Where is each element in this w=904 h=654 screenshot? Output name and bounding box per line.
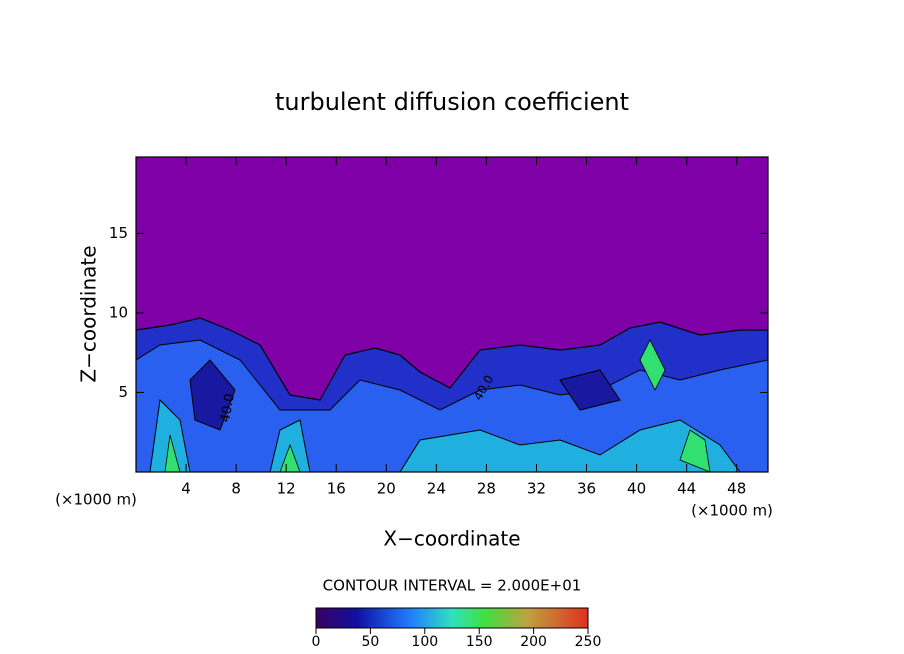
y-axis-label: Z−coordinate — [77, 245, 101, 382]
x-tick-label: 28 — [477, 480, 496, 498]
x-tick-label: 20 — [377, 480, 396, 498]
x-axis-label: X−coordinate — [383, 527, 520, 551]
x-tick-label: 48 — [727, 480, 746, 498]
chart-title: turbulent diffusion coefficient — [275, 88, 629, 116]
field — [136, 157, 768, 472]
x-unit-label: (×1000 m) — [55, 491, 137, 509]
x-tick-label: 4 — [181, 480, 191, 498]
x-tick-label: 36 — [577, 480, 596, 498]
x-tick-label: 32 — [527, 480, 546, 498]
colorbar-tick-label: 250 — [575, 634, 602, 650]
contour-interval: CONTOUR INTERVAL = 2.000E+01 — [323, 577, 582, 595]
x-unit-label: (×1000 m) — [691, 502, 773, 520]
colorbar-tick-label: 200 — [520, 634, 547, 650]
colorbar-tick-label: 0 — [312, 634, 321, 650]
x-tick-label: 24 — [427, 480, 446, 498]
contour-label: 40.0 — [218, 392, 238, 423]
x-tick-label: 8 — [231, 480, 241, 498]
x-tick-label: 16 — [327, 480, 346, 498]
colorbar-tick-label: 50 — [361, 634, 379, 650]
y-tick-label: 5 — [118, 383, 128, 401]
colorbar — [315, 607, 589, 629]
colorbar-tick-label: 100 — [411, 634, 438, 650]
y-tick-label: 10 — [109, 303, 128, 321]
colorbar-tick-label: 150 — [466, 634, 493, 650]
x-tick-label: 40 — [627, 480, 646, 498]
plot-frame — [135, 156, 769, 473]
x-tick-label: 44 — [677, 480, 696, 498]
x-tick-label: 12 — [277, 480, 296, 498]
y-tick-label: 15 — [109, 224, 128, 242]
